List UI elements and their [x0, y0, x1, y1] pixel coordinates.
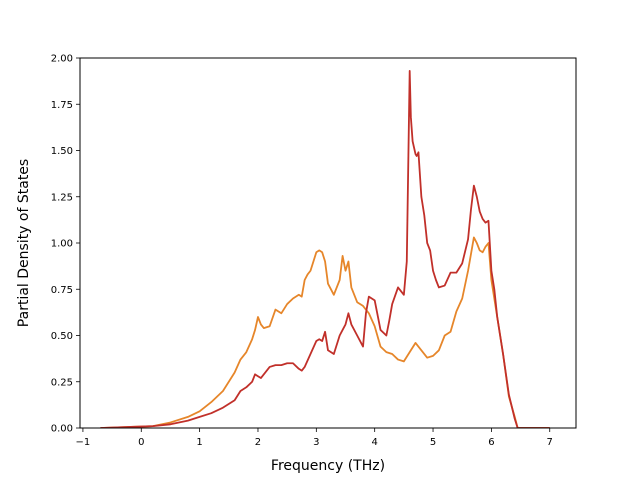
series-layer	[100, 70, 550, 428]
x-tick-label: 7	[547, 437, 553, 448]
y-tick-label: 0.50	[51, 331, 73, 342]
x-tick-label: −1	[76, 437, 91, 448]
y-tick-label: 2.00	[51, 54, 73, 65]
x-tick-label: 0	[138, 437, 144, 448]
x-tick-label: 2	[255, 437, 261, 448]
x-tick-label: 4	[371, 437, 377, 448]
series-line-1	[100, 236, 550, 428]
x-tick-label: 6	[488, 437, 494, 448]
plot-frame	[79, 57, 577, 429]
x-axis: −1 0 1 2 3 4 5 6 7	[76, 428, 553, 448]
y-tick-label: 1.50	[51, 146, 73, 157]
y-axis-label: Partial Density of States	[16, 159, 32, 327]
y-tick-label: 1.00	[51, 239, 73, 250]
series-line-2	[100, 70, 550, 428]
y-tick-label: 0.75	[51, 285, 73, 296]
x-tick-label: 5	[430, 437, 436, 448]
x-tick-label: 3	[313, 437, 319, 448]
y-axis: 0.00 0.25 0.50 0.75 1.00 1.25 1.50 1.75 2.00	[51, 54, 80, 435]
x-tick-label: 1	[196, 437, 202, 448]
y-tick-label: 1.75	[51, 100, 73, 111]
y-tick-label: 1.25	[51, 192, 73, 203]
y-tick-label: 0.25	[51, 377, 73, 388]
y-tick-label: 0.00	[51, 424, 73, 435]
x-axis-label: Frequency (THz)	[271, 458, 385, 474]
